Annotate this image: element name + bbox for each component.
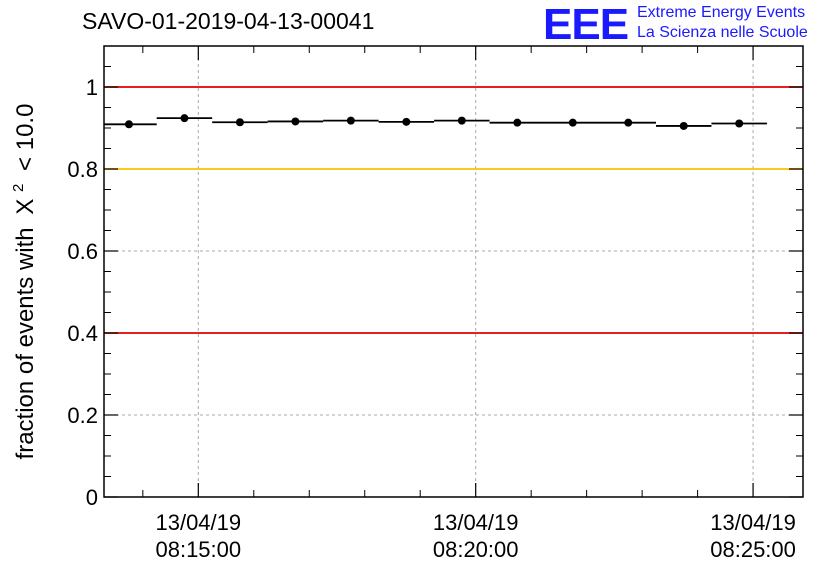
y-axis-label-superscript: 2 (10, 184, 27, 192)
y-tick-label: 0.4 (67, 321, 98, 346)
data-point (291, 117, 300, 126)
x-tick-date-label: 13/04/19 (710, 510, 796, 535)
y-axis-label-prefix: fraction of events with (12, 227, 39, 459)
data-point (180, 114, 189, 123)
y-tick-label: 0 (86, 485, 98, 510)
x-tick-date-label: 13/04/19 (155, 510, 241, 535)
data-point (568, 118, 577, 127)
data-point (124, 120, 133, 129)
data-point (513, 118, 522, 127)
y-axis-label-symbol: X (12, 199, 39, 215)
data-point (346, 116, 355, 125)
data-point (624, 118, 633, 127)
grid-layer (104, 46, 803, 497)
chart-title: SAVO-01-2019-04-13-00041 (82, 8, 375, 34)
y-axis-label-suffix: < 10.0 (12, 104, 39, 171)
x-tick-time-label: 08:15:00 (155, 537, 241, 562)
data-point (235, 118, 244, 127)
x-tick-date-label: 13/04/19 (433, 510, 519, 535)
y-axis-label: fraction of events with X 2 < 10.0 (2, 104, 39, 460)
x-tick-time-label: 08:25:00 (710, 537, 796, 562)
plot-frame (103, 45, 804, 498)
y-tick-label: 0.6 (67, 239, 98, 264)
y-tick-label: 0.8 (67, 157, 98, 182)
data-point (457, 116, 466, 125)
data-series (104, 114, 767, 130)
eee-logo: EEE (543, 0, 629, 49)
logo-caption-line1: Extreme Energy Events (637, 4, 806, 21)
data-point (735, 119, 744, 128)
y-tick-label: 0.2 (67, 403, 98, 428)
data-point (402, 117, 411, 126)
data-point (679, 121, 688, 130)
axes: 00.20.40.60.8113/04/1908:15:0013/04/1908… (67, 45, 803, 562)
reference-lines (104, 86, 803, 334)
x-tick-time-label: 08:20:00 (433, 537, 519, 562)
y-tick-label: 1 (86, 75, 98, 100)
logo-caption-line2: La Scienza nelle Scuole (637, 24, 808, 41)
